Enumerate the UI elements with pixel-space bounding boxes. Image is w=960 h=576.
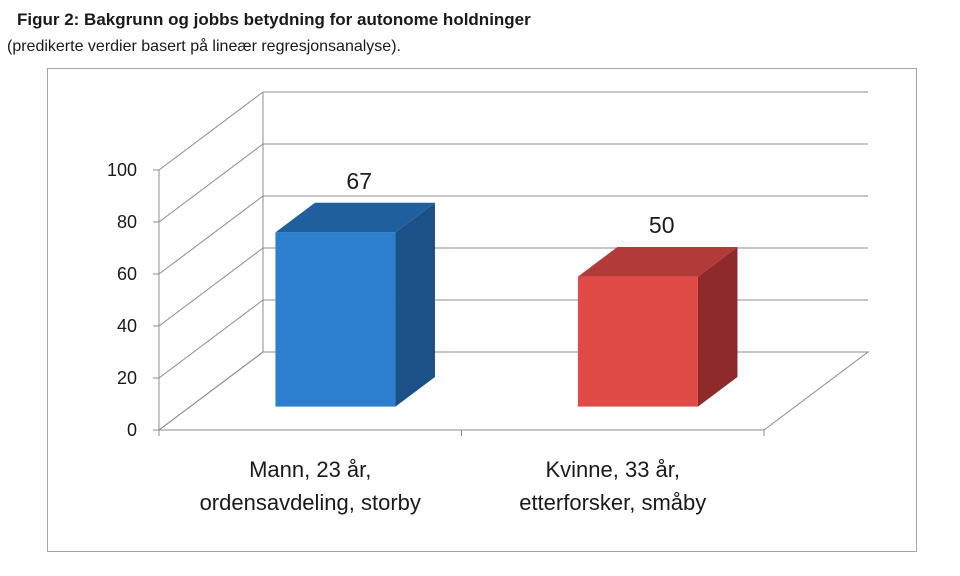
y-tick-label: 20 [117, 368, 137, 388]
x-category-label: Mann, 23 år, [249, 457, 371, 482]
x-category-label: Kvinne, 33 år, [545, 457, 680, 482]
chart-frame [47, 68, 917, 552]
y-tick-label: 40 [117, 316, 137, 336]
x-category-label: etterforsker, småby [519, 490, 706, 515]
y-tick-label: 60 [117, 264, 137, 284]
bar-top [577, 246, 738, 277]
x-category-label: ordensavdeling, storby [200, 490, 421, 515]
floor-plane [157, 351, 870, 431]
gridline-side [158, 195, 264, 275]
gridline-side [158, 143, 264, 223]
data-label: 67 [346, 168, 372, 194]
y-tick-label: 0 [127, 420, 137, 440]
bar [577, 276, 698, 407]
gridline-side [158, 247, 264, 327]
figure-title: Figur 2: Bakgrunn og jobbs betydning for… [17, 10, 531, 29]
y-tick-label: 80 [117, 212, 137, 232]
bar-side [395, 202, 435, 407]
bar-top [275, 202, 435, 233]
gridline-side [158, 299, 264, 379]
y-tick-label: 100 [107, 160, 137, 180]
figure-subtitle: (predikerte verdier basert på lineær reg… [7, 38, 401, 55]
data-label: 50 [649, 212, 675, 238]
bar [275, 232, 396, 407]
gridline-side [158, 91, 264, 171]
bar-side [697, 246, 738, 407]
